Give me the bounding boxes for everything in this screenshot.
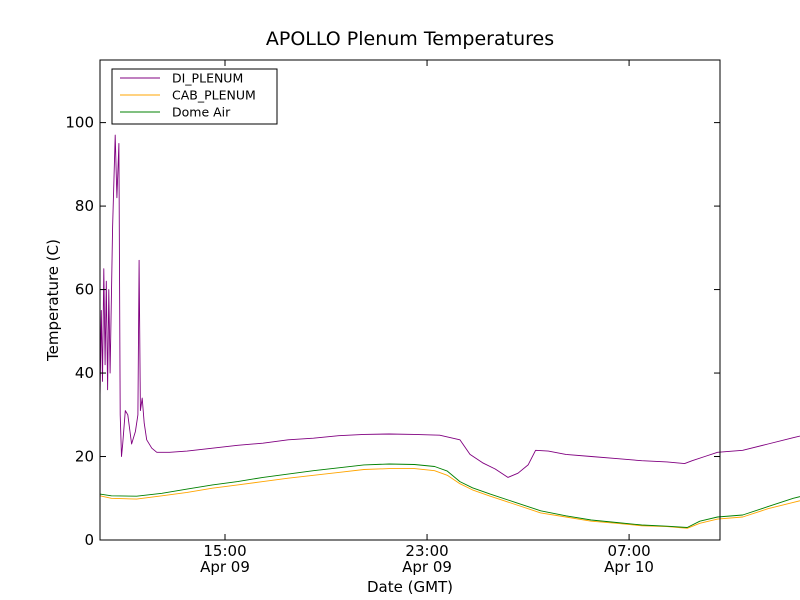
chart-title: APOLLO Plenum Temperatures [266, 28, 554, 50]
legend-label-cab-plenum: CAB_PLENUM [172, 88, 256, 103]
series-line-di-plenum [99, 134, 800, 478]
x-tick-time-label: 23:00 [405, 542, 448, 560]
y-tick-label: 60 [75, 281, 94, 299]
series-line-dome-air [99, 463, 800, 528]
y-tick-label: 80 [75, 197, 94, 215]
y-tick-label: 100 [65, 114, 94, 132]
x-axis-label: Date (GMT) [367, 578, 453, 596]
legend-label-dome-air: Dome Air [172, 105, 231, 120]
x-tick-time-label: 07:00 [607, 542, 650, 560]
y-tick-label: 0 [84, 531, 94, 549]
series-layer [99, 134, 800, 529]
x-tick-date-label: Apr 09 [402, 558, 452, 576]
x-tick-date-label: Apr 09 [200, 558, 250, 576]
plot-frame [99, 59, 721, 541]
legend: DI_PLENUM CAB_PLENUM Dome Air [111, 68, 278, 125]
series-line-cab-plenum [99, 468, 800, 529]
x-tick-date-label: Apr 10 [604, 558, 654, 576]
y-tick-label: 40 [75, 364, 94, 382]
x-tick-time-label: 15:00 [203, 542, 246, 560]
y-axis-label: Temperature (C) [44, 239, 62, 362]
y-tick-label: 20 [75, 448, 94, 466]
legend-label-di-plenum: DI_PLENUM [172, 71, 243, 86]
